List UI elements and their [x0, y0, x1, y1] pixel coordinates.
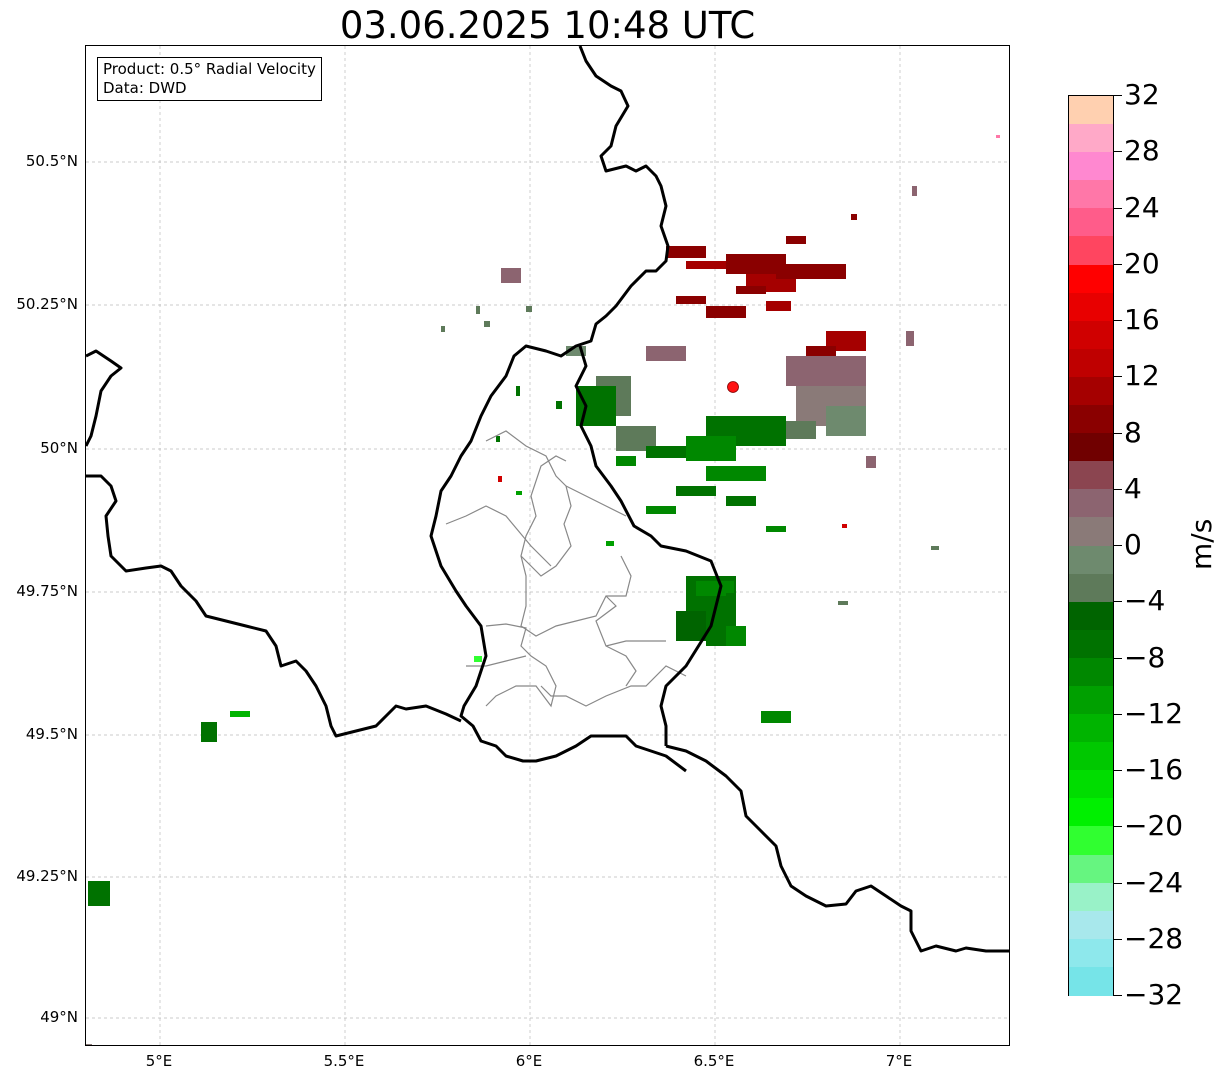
colorbar-segment	[1069, 770, 1113, 800]
data-source-label: Data: DWD	[103, 79, 187, 97]
product-label: Product: 0.5° Radial Velocity	[103, 60, 316, 78]
colorbar-tick	[1114, 488, 1122, 490]
lon-label-6-5: 6.5°E	[693, 1052, 735, 1070]
map-title: 03.06.2025 10:48 UTC	[339, 4, 756, 47]
colorbar-segment	[1069, 798, 1113, 828]
colorbar-segment	[1069, 826, 1113, 856]
colorbar-tick-label: −12	[1124, 696, 1184, 730]
radar-map	[86, 46, 1009, 1045]
colorbar-tick-label: 0	[1124, 528, 1142, 561]
colorbar-tick	[1114, 938, 1122, 940]
colorbar-tick-label: 8	[1124, 415, 1142, 449]
colorbar-segment	[1069, 405, 1113, 435]
colorbar-segment	[1069, 545, 1113, 575]
colorbar-tick-label: 4	[1124, 471, 1142, 505]
colorbar-segment	[1069, 629, 1113, 659]
colorbar-segment	[1069, 264, 1113, 294]
colorbar-tick-label: 16	[1124, 303, 1160, 336]
colorbar-tick-label: −24	[1124, 865, 1184, 899]
lon-label-5: 5°E	[145, 1052, 173, 1070]
colorbar-tick	[1114, 601, 1122, 603]
echo-near-zero	[501, 186, 917, 451]
admin-boundaries	[445, 430, 687, 708]
colorbar-tick	[1114, 657, 1122, 659]
colorbar-segment	[1069, 685, 1113, 715]
colorbar-unit-label: m/s	[1185, 518, 1218, 570]
colorbar-segment	[1069, 910, 1113, 940]
lon-label-6: 6°E	[515, 1052, 543, 1070]
colorbar-segment	[1069, 180, 1113, 210]
colorbar-segment	[1069, 152, 1113, 182]
colorbar-segment	[1069, 489, 1113, 519]
colorbar-tick	[1114, 826, 1122, 828]
colorbar-tick-label: −28	[1124, 921, 1184, 955]
colorbar-segment	[1069, 433, 1113, 463]
colorbar-segment	[1069, 292, 1113, 322]
colorbar-tick-label: −32	[1124, 978, 1184, 1011]
colorbar-segment	[1069, 124, 1113, 154]
colorbar-segment	[1069, 966, 1113, 996]
colorbar-segment	[1069, 517, 1113, 547]
colorbar-tick-label: −4	[1124, 584, 1166, 618]
colorbar-segment	[1069, 96, 1113, 125]
colorbar-tick	[1114, 320, 1122, 321]
colorbar-segment	[1069, 938, 1113, 968]
colorbar-tick	[1114, 207, 1122, 209]
colorbar-segment	[1069, 348, 1113, 378]
colorbar-tick	[1114, 713, 1122, 715]
lat-label-50-5: 50.5°N	[25, 152, 78, 170]
colorbar-tick	[1114, 376, 1122, 378]
country-borders	[86, 46, 1009, 953]
lon-label-7: 7°E	[885, 1052, 913, 1070]
colorbar-segment	[1069, 320, 1113, 350]
colorbar-tick	[1114, 95, 1122, 96]
lat-label-49-25: 49.25°N	[16, 867, 78, 885]
lon-label-5-5: 5.5°E	[323, 1052, 365, 1070]
radar-echoes	[86, 135, 1000, 1045]
colorbar-segment	[1069, 601, 1113, 631]
colorbar-tick-label: −16	[1124, 753, 1184, 786]
colorbar-tick-label: −20	[1124, 809, 1184, 843]
colorbar-segment	[1069, 882, 1113, 912]
product-info-box: Product: 0.5° Radial Velocity Data: DWD	[97, 57, 322, 101]
colorbar-tick	[1114, 882, 1122, 884]
colorbar-tick-label: 28	[1124, 134, 1160, 168]
colorbar-segment	[1069, 854, 1113, 884]
colorbar-segment	[1069, 376, 1113, 406]
colorbar-tick	[1114, 432, 1122, 434]
lat-label-49-5: 49.5°N	[25, 725, 78, 743]
radar-site-marker	[727, 381, 739, 393]
colorbar-segment	[1069, 742, 1113, 772]
colorbar-segment	[1069, 236, 1113, 266]
lat-label-49-75: 49.75°N	[16, 582, 78, 600]
colorbar-segment	[1069, 657, 1113, 687]
colorbar-segment	[1069, 573, 1113, 603]
colorbar-tick	[1114, 151, 1122, 153]
lat-label-50: 50°N	[40, 439, 78, 457]
colorbar-tick	[1114, 263, 1122, 265]
lat-label-49: 49°N	[40, 1008, 78, 1026]
colorbar-tick	[1114, 770, 1122, 771]
colorbar-segment	[1069, 714, 1113, 744]
colorbar-tick	[1114, 995, 1122, 996]
lat-label-50-25: 50.25°N	[16, 295, 78, 313]
gridlines	[86, 46, 1009, 1045]
echo-speckles	[86, 135, 1000, 1045]
colorbar-tick	[1114, 545, 1122, 546]
velocity-colorbar	[1068, 95, 1114, 996]
colorbar-tick-label: 32	[1124, 78, 1160, 111]
colorbar-segment	[1069, 208, 1113, 238]
colorbar-segment	[1069, 461, 1113, 491]
colorbar-tick-label: 24	[1124, 190, 1160, 224]
map-plot-area[interactable]	[85, 45, 1010, 1046]
colorbar-tick-label: 12	[1124, 359, 1160, 393]
echo-receding-north	[666, 214, 866, 356]
colorbar-tick-label: −8	[1124, 640, 1166, 674]
echo-approaching	[88, 386, 939, 906]
colorbar-tick-label: 20	[1124, 246, 1160, 280]
